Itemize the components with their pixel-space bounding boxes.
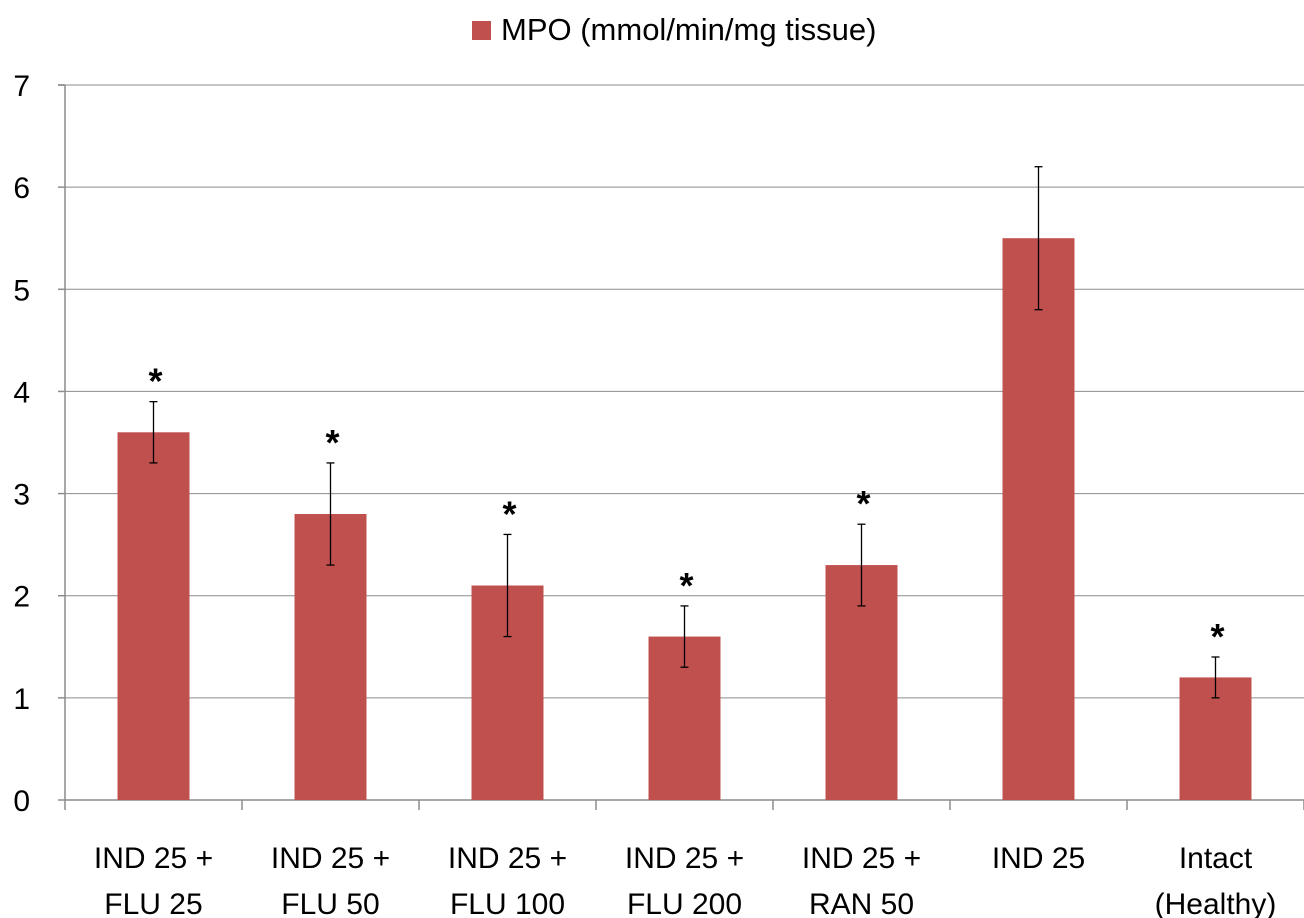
y-tick-label: 7	[13, 70, 30, 103]
x-tick-label: FLU 25	[104, 888, 202, 918]
x-tick-label: IND 25 +	[94, 842, 213, 875]
significance-marker: *	[679, 565, 693, 606]
significance-marker: *	[148, 361, 162, 402]
x-tick-label: RAN 50	[809, 888, 914, 918]
x-tick-label: IND 25 +	[448, 842, 567, 875]
chart-legend: MPO (mmol/min/mg tissue)	[472, 12, 876, 48]
y-tick-label: 6	[13, 172, 30, 205]
bar	[117, 432, 190, 800]
x-tick-label: IND 25 +	[271, 842, 390, 875]
x-tick-label: FLU 50	[281, 888, 379, 918]
x-tick-label: IND 25 +	[802, 842, 921, 875]
y-tick-label: 3	[13, 479, 30, 512]
y-tick-label: 0	[13, 785, 30, 818]
x-tick-label: (Healthy)	[1155, 888, 1277, 918]
y-tick-label: 2	[13, 581, 30, 614]
y-tick-label: 1	[13, 683, 30, 716]
y-tick-label: 4	[13, 376, 30, 409]
significance-marker: *	[856, 483, 870, 524]
significance-marker: *	[502, 493, 516, 534]
x-tick-label: FLU 200	[627, 888, 742, 918]
legend-label: MPO (mmol/min/mg tissue)	[501, 12, 877, 47]
x-tick-label: IND 25 +	[625, 842, 744, 875]
x-tick-label: Intact	[1179, 842, 1253, 875]
y-tick-label: 5	[13, 274, 30, 307]
legend-swatch	[472, 20, 491, 40]
x-tick-label: FLU 100	[450, 888, 565, 918]
bar	[1002, 238, 1075, 800]
significance-marker: *	[1210, 616, 1224, 657]
x-tick-label: IND 25	[992, 842, 1085, 875]
significance-marker: *	[325, 422, 339, 463]
